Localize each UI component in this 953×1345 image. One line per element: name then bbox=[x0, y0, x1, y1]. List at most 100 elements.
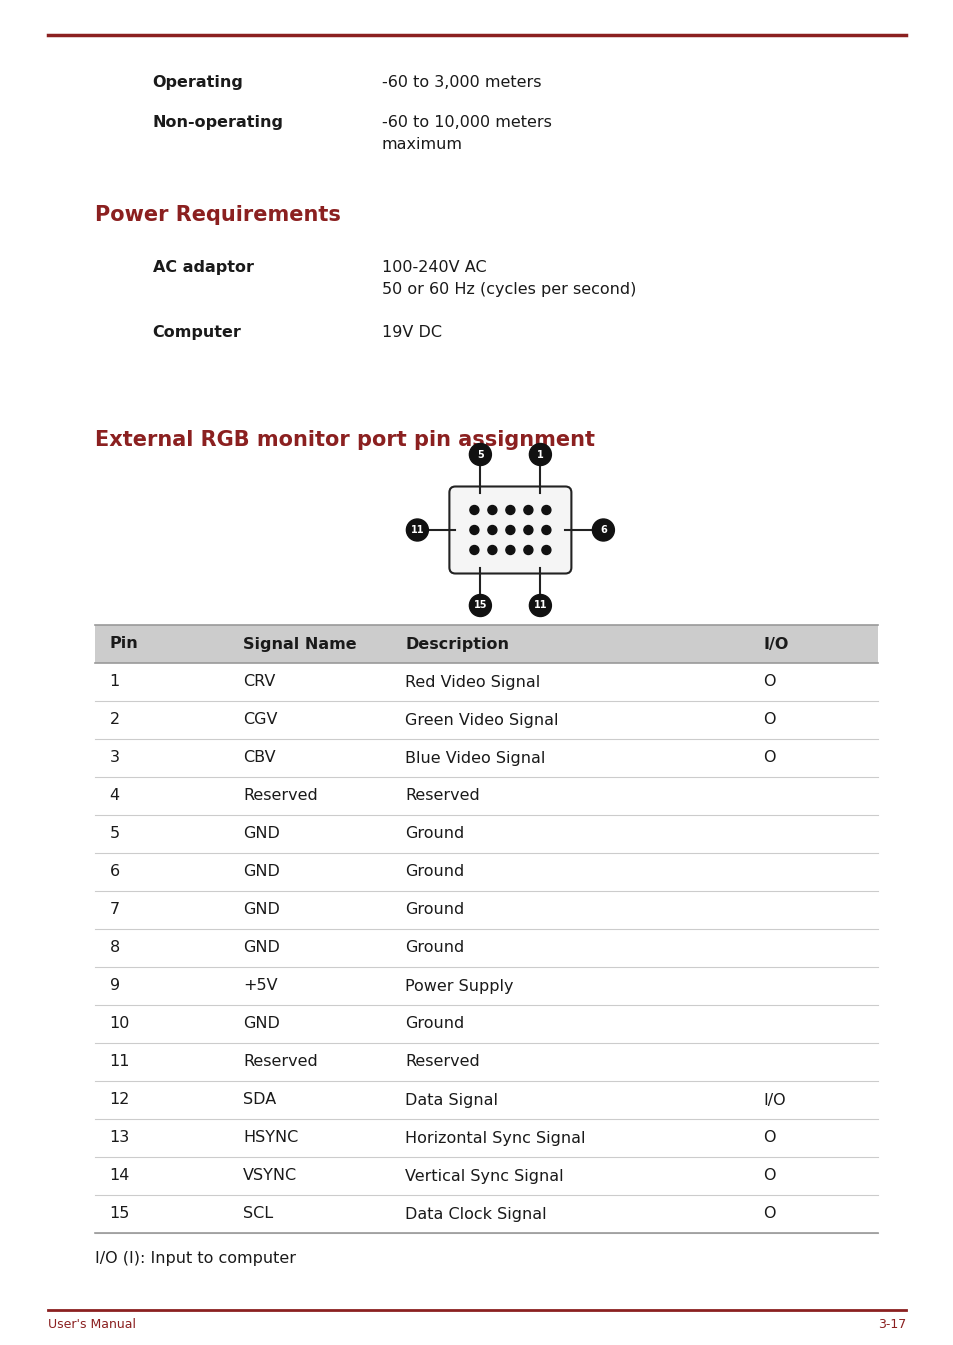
Text: Data Clock Signal: Data Clock Signal bbox=[405, 1206, 546, 1221]
Text: Data Signal: Data Signal bbox=[405, 1092, 497, 1107]
Text: 100-240V AC: 100-240V AC bbox=[381, 260, 486, 274]
Text: Reserved: Reserved bbox=[243, 1054, 317, 1069]
Text: 6: 6 bbox=[110, 865, 120, 880]
Text: I/O: I/O bbox=[762, 1092, 785, 1107]
Circle shape bbox=[470, 526, 478, 534]
Text: Computer: Computer bbox=[152, 325, 241, 340]
Circle shape bbox=[487, 506, 497, 515]
Text: Horizontal Sync Signal: Horizontal Sync Signal bbox=[405, 1131, 585, 1146]
Circle shape bbox=[487, 546, 497, 554]
Text: AC adaptor: AC adaptor bbox=[152, 260, 253, 274]
FancyBboxPatch shape bbox=[95, 625, 877, 663]
Text: 6: 6 bbox=[599, 525, 606, 535]
Text: 12: 12 bbox=[110, 1092, 130, 1107]
Text: I/O (I): Input to computer: I/O (I): Input to computer bbox=[95, 1251, 296, 1266]
Circle shape bbox=[469, 444, 491, 465]
Text: External RGB monitor port pin assignment: External RGB monitor port pin assignment bbox=[95, 430, 595, 451]
Text: 3: 3 bbox=[110, 751, 119, 765]
Circle shape bbox=[505, 546, 515, 554]
Text: Ground: Ground bbox=[405, 940, 464, 955]
Text: 3-17: 3-17 bbox=[877, 1318, 905, 1332]
Text: Ground: Ground bbox=[405, 826, 464, 842]
Circle shape bbox=[523, 506, 533, 515]
Text: GND: GND bbox=[243, 902, 280, 917]
Text: Vertical Sync Signal: Vertical Sync Signal bbox=[405, 1169, 563, 1184]
Text: 5: 5 bbox=[476, 449, 483, 460]
Text: 5: 5 bbox=[110, 826, 120, 842]
Text: I/O: I/O bbox=[762, 636, 788, 651]
Circle shape bbox=[523, 546, 533, 554]
Circle shape bbox=[529, 594, 551, 616]
Text: Blue Video Signal: Blue Video Signal bbox=[405, 751, 545, 765]
Text: Ground: Ground bbox=[405, 1017, 464, 1032]
Text: CGV: CGV bbox=[243, 713, 277, 728]
Text: 19V DC: 19V DC bbox=[381, 325, 441, 340]
Text: Reserved: Reserved bbox=[405, 788, 479, 803]
Text: +5V: +5V bbox=[243, 979, 277, 994]
Text: 7: 7 bbox=[110, 902, 120, 917]
Text: GND: GND bbox=[243, 940, 280, 955]
Text: CRV: CRV bbox=[243, 674, 275, 690]
Circle shape bbox=[469, 594, 491, 616]
Text: O: O bbox=[762, 1206, 775, 1221]
Text: 11: 11 bbox=[110, 1054, 130, 1069]
Text: Red Video Signal: Red Video Signal bbox=[405, 674, 540, 690]
Circle shape bbox=[541, 506, 550, 515]
Circle shape bbox=[470, 546, 478, 554]
Text: O: O bbox=[762, 1169, 775, 1184]
Circle shape bbox=[529, 444, 551, 465]
Text: GND: GND bbox=[243, 1017, 280, 1032]
Text: -60 to 10,000 meters: -60 to 10,000 meters bbox=[381, 116, 551, 130]
Text: CBV: CBV bbox=[243, 751, 275, 765]
Text: O: O bbox=[762, 713, 775, 728]
Text: VSYNC: VSYNC bbox=[243, 1169, 297, 1184]
Text: Operating: Operating bbox=[152, 75, 243, 90]
Text: O: O bbox=[762, 1131, 775, 1146]
Text: 50 or 60 Hz (cycles per second): 50 or 60 Hz (cycles per second) bbox=[381, 282, 636, 297]
Circle shape bbox=[470, 506, 478, 515]
Circle shape bbox=[505, 506, 515, 515]
Circle shape bbox=[487, 526, 497, 534]
Circle shape bbox=[523, 526, 533, 534]
Text: 4: 4 bbox=[110, 788, 120, 803]
Text: 14: 14 bbox=[110, 1169, 130, 1184]
Text: 10: 10 bbox=[110, 1017, 130, 1032]
Circle shape bbox=[592, 519, 614, 541]
Text: Ground: Ground bbox=[405, 865, 464, 880]
Text: 2: 2 bbox=[110, 713, 120, 728]
Text: 1: 1 bbox=[537, 449, 543, 460]
Text: GND: GND bbox=[243, 865, 280, 880]
Text: 15: 15 bbox=[110, 1206, 130, 1221]
Text: Power Supply: Power Supply bbox=[405, 979, 514, 994]
Text: Power Requirements: Power Requirements bbox=[95, 204, 341, 225]
Text: 1: 1 bbox=[110, 674, 120, 690]
Text: Green Video Signal: Green Video Signal bbox=[405, 713, 558, 728]
Text: 9: 9 bbox=[110, 979, 120, 994]
Text: Pin: Pin bbox=[110, 636, 138, 651]
FancyBboxPatch shape bbox=[449, 487, 571, 573]
Text: 15: 15 bbox=[473, 600, 487, 611]
Text: -60 to 3,000 meters: -60 to 3,000 meters bbox=[381, 75, 540, 90]
Text: maximum: maximum bbox=[381, 137, 462, 152]
Text: Reserved: Reserved bbox=[405, 1054, 479, 1069]
Text: 8: 8 bbox=[110, 940, 120, 955]
Text: 13: 13 bbox=[110, 1131, 130, 1146]
Text: HSYNC: HSYNC bbox=[243, 1131, 298, 1146]
Circle shape bbox=[541, 526, 550, 534]
Circle shape bbox=[541, 546, 550, 554]
Text: Signal Name: Signal Name bbox=[243, 636, 356, 651]
Text: O: O bbox=[762, 674, 775, 690]
Text: SDA: SDA bbox=[243, 1092, 276, 1107]
Text: 11: 11 bbox=[410, 525, 424, 535]
Text: 11: 11 bbox=[533, 600, 547, 611]
Text: GND: GND bbox=[243, 826, 280, 842]
Text: Description: Description bbox=[405, 636, 509, 651]
Text: O: O bbox=[762, 751, 775, 765]
Circle shape bbox=[406, 519, 428, 541]
Circle shape bbox=[505, 526, 515, 534]
Text: User's Manual: User's Manual bbox=[48, 1318, 135, 1332]
Text: Non-operating: Non-operating bbox=[152, 116, 283, 130]
Text: Reserved: Reserved bbox=[243, 788, 317, 803]
Text: SCL: SCL bbox=[243, 1206, 274, 1221]
Text: Ground: Ground bbox=[405, 902, 464, 917]
